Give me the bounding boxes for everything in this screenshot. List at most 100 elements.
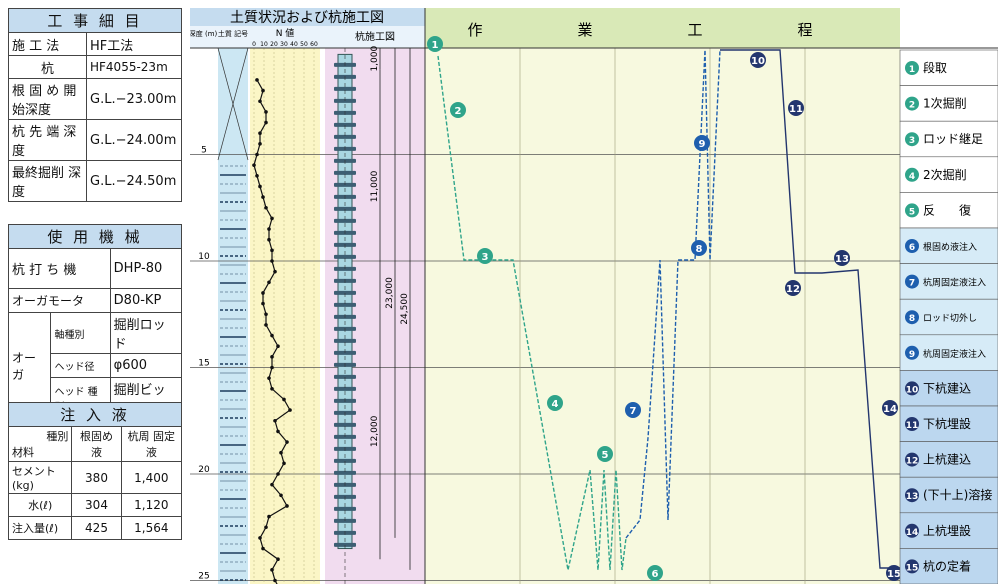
legend-label: 段取 [923, 60, 947, 75]
dimension-label: 1,000 [370, 45, 380, 71]
n-value-point [270, 568, 274, 572]
n-value-point [255, 152, 259, 157]
legend-bullet [905, 559, 919, 574]
corner-bottom: 材料 [12, 446, 34, 459]
process-marker-label: 1 [432, 40, 439, 51]
dimension-label: 11,000 [370, 170, 380, 202]
pile-node [334, 170, 356, 175]
step-legend: 1 段取 2 1次掘削 3 ロッド継足 4 2次掘削 5 反 復 6 根固め液注入 7 杭周固定液注入 8 ロ… [899, 49, 998, 584]
legend-label: 杭周固定液注入 [923, 348, 986, 360]
legend-bullet [905, 239, 919, 253]
legend-bullet-num: 7 [909, 279, 915, 289]
legend-bullet [905, 523, 919, 538]
injection-b: 1,400 [120, 461, 183, 494]
injection-b: 1,120 [120, 493, 183, 517]
n-value-point [276, 429, 280, 434]
col-header: 杭周 固定液 [120, 426, 183, 462]
n-value-point [270, 387, 274, 391]
process-marker-label: 3 [482, 252, 489, 263]
n-tick-label: 0 [252, 41, 256, 48]
process-marker-label: 10 [751, 56, 765, 67]
process-marker [882, 400, 898, 416]
depth-label: 25 [198, 572, 209, 582]
depth-labels: 5 10 15 20 25 [198, 146, 210, 582]
legend-label: ロッド切外し [923, 312, 977, 324]
injection-b: 1,564 [120, 516, 183, 540]
pile-node [334, 86, 356, 91]
process-marker-label: 14 [883, 404, 897, 415]
n-value-point [270, 365, 274, 370]
pile-node [334, 542, 356, 547]
process-marker [647, 565, 663, 581]
n-value-point [270, 259, 274, 263]
n-value-point [270, 216, 274, 221]
n-value-point [258, 536, 262, 540]
process-marker [625, 402, 641, 418]
n-tick-label: 60 [310, 41, 318, 48]
works-value: HF工法 [86, 32, 182, 56]
injection-a: 304 [71, 493, 122, 517]
pile-node [334, 218, 356, 223]
legend-bullet-num: 4 [909, 172, 915, 182]
n-value-point [258, 142, 262, 146]
legend-label: 反 復 [923, 202, 971, 217]
legend-label: ロッド継足 [923, 131, 983, 146]
dimension-label: 23,000 [385, 277, 395, 309]
n-curve-line [253, 79, 291, 584]
n-value-point [288, 408, 292, 412]
works-label: 杭 [8, 55, 87, 79]
construction-diagram: 土質状況および杭施工図 深度 (m) 土質 記号 N 値 0 10 20 30 40 50… [190, 8, 998, 584]
pile-node [334, 134, 356, 139]
n-value-point [276, 472, 280, 476]
pile-node [334, 206, 356, 211]
process-marker-label: 13 [835, 254, 849, 265]
n-value-point [261, 291, 265, 295]
process-path [437, 55, 627, 571]
legend-label: 上杭建込 [923, 452, 971, 467]
n-ticks: 0 10 20 30 40 50 60 [252, 41, 318, 48]
dimension-labels: 1,000 11,000 12,000 23,000 24,500 [370, 45, 411, 570]
legend-bullet-num: 15 [906, 563, 919, 573]
pile-driver-value: DHP-80 [109, 248, 183, 289]
legend-label: 下杭埋設 [923, 416, 971, 431]
legend-bullet-num: 2 [909, 101, 915, 111]
process-marker [750, 52, 766, 68]
process-marker-label: 9 [699, 139, 706, 150]
process-marker-label: 7 [630, 406, 637, 417]
n-value-point [273, 269, 277, 274]
injection-label: 水(ℓ) [7, 493, 73, 517]
n-tick-label: 40 [290, 41, 298, 48]
n-value-point [276, 557, 280, 561]
auger-sub-label: 軸種別 [50, 312, 111, 354]
legend-bullet-num: 11 [906, 421, 919, 431]
process-marker [694, 135, 710, 151]
depth-label: 5 [201, 146, 207, 156]
works-value: HF4055-23m [86, 55, 182, 79]
soil-title: 土質状況および杭施工図 [230, 10, 384, 26]
legend-bullet [905, 274, 919, 289]
injection-corner: 種別 材料 [7, 426, 73, 462]
legend-bullet [905, 452, 919, 467]
n-value-point [258, 184, 262, 189]
n-value-point [270, 248, 274, 253]
injection-title: 注 入 液 [8, 402, 182, 427]
legend-bullet-num: 1 [909, 65, 915, 75]
legend-bullet [905, 345, 919, 360]
auger-motor-label: オーガモータ [8, 288, 111, 313]
works-table: 工 事 細 目 施 工 法 HF工法 杭 HF4055-23m 根 固 め 開始深度… [8, 8, 182, 202]
injection-label: セメント(kg) [7, 461, 73, 494]
n-value-point [282, 461, 286, 466]
process-marker-label: 4 [552, 399, 559, 410]
pile-node [334, 506, 356, 511]
n-tick-label: 20 [270, 41, 278, 48]
process-marker-label: 15 [887, 569, 901, 580]
n-value-point [285, 504, 289, 508]
pile-head: 杭施工図 [355, 30, 395, 43]
process-marker [477, 248, 493, 264]
n-value-point [267, 237, 271, 242]
process-path [720, 49, 902, 569]
n-value-point [273, 418, 277, 423]
legend-bullet [905, 381, 919, 396]
pile-node [334, 338, 356, 343]
pile-node [334, 122, 356, 127]
